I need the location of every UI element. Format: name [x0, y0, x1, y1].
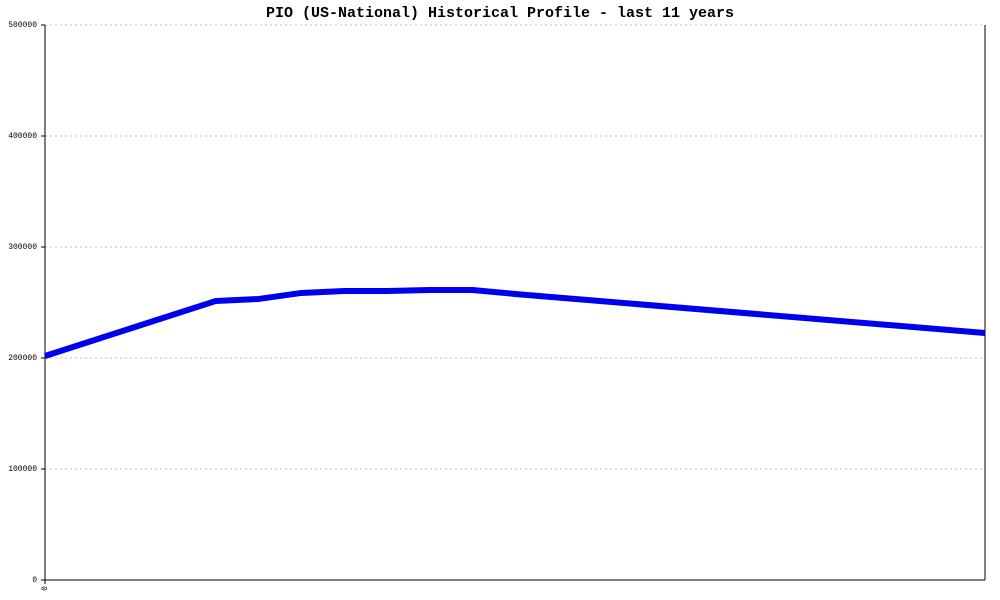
y-tick-label: 400000 [8, 132, 37, 141]
y-tick-label: 0 [32, 576, 37, 585]
chart-title: PIO (US-National) Historical Profile - l… [266, 5, 734, 22]
y-tick-label: 100000 [8, 465, 37, 474]
y-tick-label: 200000 [8, 354, 37, 363]
y-tick-label: 500000 [8, 21, 37, 30]
x-tick-label: 0 [41, 586, 50, 591]
y-tick-label: 300000 [8, 243, 37, 252]
series-line [44, 286, 986, 359]
